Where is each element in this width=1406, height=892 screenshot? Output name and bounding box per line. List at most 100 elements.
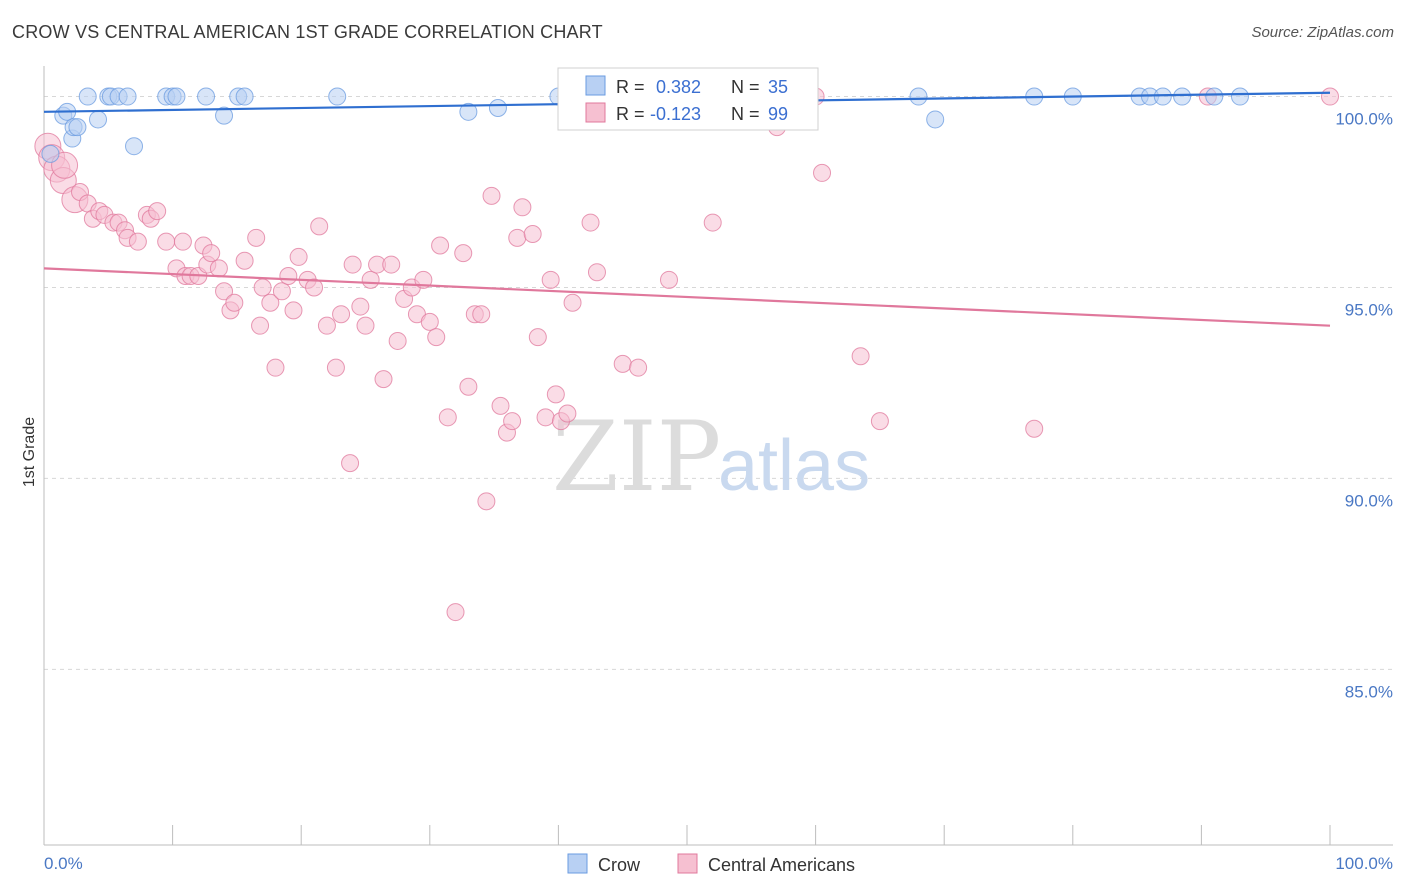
central-americans-point-79 bbox=[541, 270, 560, 289]
central-americans-point-76 bbox=[523, 225, 542, 244]
crow-point-20 bbox=[328, 87, 347, 106]
central-americans-point-33 bbox=[251, 316, 270, 335]
x-tick-label-min: 0.0% bbox=[44, 854, 83, 873]
central-americans-point-71 bbox=[491, 396, 510, 415]
central-americans-point-75 bbox=[513, 198, 532, 217]
central-americans-point-60 bbox=[420, 312, 439, 331]
central-americans-point-32 bbox=[247, 228, 266, 247]
central-americans-point-78 bbox=[536, 408, 555, 427]
stats-legend-central-swatch bbox=[585, 102, 606, 123]
central-americans-point-85 bbox=[587, 263, 606, 282]
central-americans-point-86 bbox=[613, 354, 632, 373]
central-americans-point-80 bbox=[546, 385, 565, 404]
crow-point-32 bbox=[1173, 87, 1192, 106]
legend-central-label: Central Americans bbox=[708, 855, 855, 875]
stats-legend-central-n-label: N = bbox=[731, 104, 760, 124]
y-tick-label-85: 85.0% bbox=[1345, 682, 1393, 701]
x-tick-labels: 0.0% 100.0% bbox=[44, 854, 1393, 873]
crow-point-17 bbox=[215, 106, 234, 125]
central-americans-point-61 bbox=[427, 328, 446, 347]
central-americans-point-45 bbox=[326, 358, 345, 377]
legend-central-swatch[interactable] bbox=[677, 853, 698, 874]
central-americans-point-97 bbox=[1321, 87, 1339, 106]
crow-point-26 bbox=[926, 110, 945, 129]
watermark-atlas: atlas bbox=[718, 426, 870, 506]
central-americans-point-69 bbox=[477, 492, 496, 511]
central-americans-point-14 bbox=[128, 232, 147, 251]
y-tick-labels: 85.0% 90.0% 95.0% 100.0% bbox=[1335, 110, 1393, 702]
central-americans-point-83 bbox=[563, 293, 582, 312]
central-americans-point-84 bbox=[581, 213, 600, 232]
central-americans-point-20 bbox=[173, 232, 192, 251]
central-americans-point-28 bbox=[215, 282, 234, 301]
axes bbox=[43, 66, 1393, 846]
central-americans-point-70 bbox=[482, 186, 501, 205]
central-americans-point-95 bbox=[1025, 419, 1044, 438]
x-tick-label-max: 100.0% bbox=[1335, 854, 1393, 873]
central-americans-point-89 bbox=[703, 213, 722, 232]
y-tick-label-95: 95.0% bbox=[1345, 300, 1393, 319]
central-americans-point-35 bbox=[261, 293, 280, 312]
central-americans-point-64 bbox=[446, 603, 465, 622]
crow-point-21 bbox=[459, 102, 478, 121]
stats-legend-central-n-value: 99 bbox=[768, 104, 788, 124]
stats-legend: R = 0.382 N = 35 R = -0.123 N = 99 bbox=[557, 67, 819, 131]
chart-source: Source: ZipAtlas.com bbox=[1251, 24, 1394, 41]
crow-point-25 bbox=[909, 87, 928, 106]
central-americans-point-37 bbox=[272, 282, 291, 301]
central-americans-point-40 bbox=[289, 247, 308, 266]
y-tick-label-90: 90.0% bbox=[1345, 491, 1393, 510]
crow-point-0 bbox=[41, 144, 60, 163]
central-americans-point-18 bbox=[157, 232, 176, 251]
central-americans-point-48 bbox=[343, 255, 362, 274]
central-americans-point-88 bbox=[659, 270, 678, 289]
watermark: ZIP atlas bbox=[552, 401, 870, 513]
central-americans-point-36 bbox=[266, 358, 285, 377]
central-americans-point-46 bbox=[332, 305, 351, 324]
central-americans-trend-line bbox=[43, 267, 1331, 327]
crow-point-33 bbox=[1205, 87, 1224, 106]
crow-point-34 bbox=[1230, 87, 1249, 106]
crow-point-15 bbox=[167, 87, 186, 106]
central-americans-point-27 bbox=[209, 259, 228, 278]
central-americans-points bbox=[34, 87, 1339, 622]
stats-legend-central-r-label: R = bbox=[616, 104, 645, 124]
central-americans-point-74 bbox=[508, 228, 527, 247]
stats-legend-crow-r-value: 0.382 bbox=[656, 77, 701, 97]
central-americans-point-38 bbox=[279, 267, 298, 286]
central-americans-point-31 bbox=[235, 251, 254, 270]
crow-point-19 bbox=[235, 87, 254, 106]
chart-title: CROW VS CENTRAL AMERICAN 1ST GRADE CORRE… bbox=[12, 22, 603, 42]
central-americans-point-47 bbox=[341, 454, 360, 473]
central-americans-point-17 bbox=[148, 202, 167, 221]
central-americans-point-26 bbox=[202, 244, 221, 263]
bottom-legend: Crow Central Americans bbox=[567, 853, 855, 875]
central-americans-point-30 bbox=[225, 293, 244, 312]
central-americans-point-50 bbox=[356, 316, 375, 335]
central-americans-point-92 bbox=[813, 163, 832, 182]
stats-legend-crow-r-label: R = bbox=[616, 77, 645, 97]
central-americans-point-73 bbox=[503, 412, 522, 431]
crow-point-12 bbox=[125, 137, 144, 156]
central-americans-point-63 bbox=[438, 408, 457, 427]
grid-lines bbox=[44, 96, 1393, 670]
central-americans-point-87 bbox=[629, 358, 648, 377]
central-americans-point-65 bbox=[454, 244, 473, 263]
watermark-zip: ZIP bbox=[552, 401, 721, 513]
y-tick-label-100: 100.0% bbox=[1335, 110, 1393, 129]
legend-crow-swatch[interactable] bbox=[567, 853, 588, 874]
central-americans-point-49 bbox=[351, 297, 370, 316]
crow-point-31 bbox=[1153, 87, 1172, 106]
central-americans-point-42 bbox=[305, 278, 324, 297]
crow-point-11 bbox=[118, 87, 137, 106]
central-americans-point-55 bbox=[388, 331, 407, 350]
central-americans-point-39 bbox=[284, 301, 303, 320]
central-americans-point-62 bbox=[431, 236, 450, 255]
stats-legend-crow-n-label: N = bbox=[731, 77, 760, 97]
central-americans-point-34 bbox=[253, 278, 272, 297]
central-americans-point-93 bbox=[851, 347, 870, 366]
crow-point-16 bbox=[197, 87, 216, 106]
stats-legend-crow-n-value: 35 bbox=[768, 77, 788, 97]
crow-point-6 bbox=[78, 87, 97, 106]
